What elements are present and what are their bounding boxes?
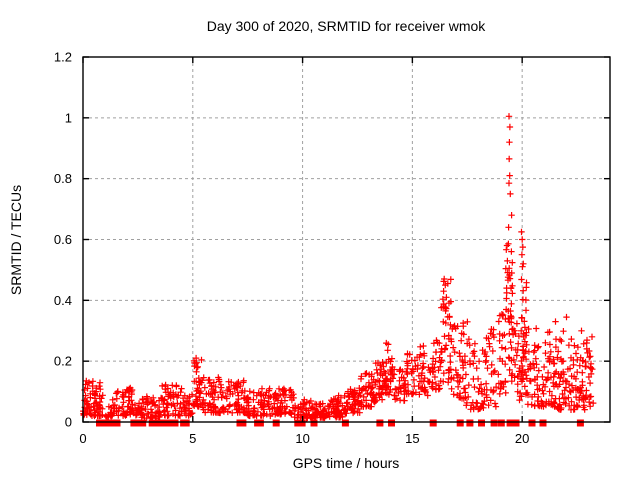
x-tick-label: 5 xyxy=(189,431,196,446)
plus-markers-path xyxy=(80,113,597,422)
y-tick-label: 0.8 xyxy=(54,171,72,186)
srmtid-data-points xyxy=(80,113,597,422)
y-axis-label: SRMTID / TECUs xyxy=(8,185,24,295)
x-axis-label: GPS time / hours xyxy=(293,455,400,471)
y-tick-label: 0.6 xyxy=(54,232,72,247)
square-markers-path xyxy=(96,419,584,427)
y-tick-label: 0 xyxy=(65,415,72,430)
y-tick-label: 0.4 xyxy=(54,293,72,308)
y-tick-label: 1 xyxy=(65,110,72,125)
chart-title: Day 300 of 2020, SRMTID for receiver wmo… xyxy=(207,18,487,34)
x-tick-label: 10 xyxy=(295,431,309,446)
tick-labels: 0 5 10 15 20 0 0.2 0.4 0.6 0.8 1 1.2 xyxy=(54,50,529,447)
y-tick-label: 0.2 xyxy=(54,354,72,369)
y-tick-label: 1.2 xyxy=(54,50,72,65)
x-tick-label: 0 xyxy=(79,431,86,446)
x-tick-label: 15 xyxy=(405,431,419,446)
axis-ticks xyxy=(82,56,610,423)
zero-flag-markers xyxy=(96,419,584,427)
x-tick-label: 20 xyxy=(515,431,529,446)
